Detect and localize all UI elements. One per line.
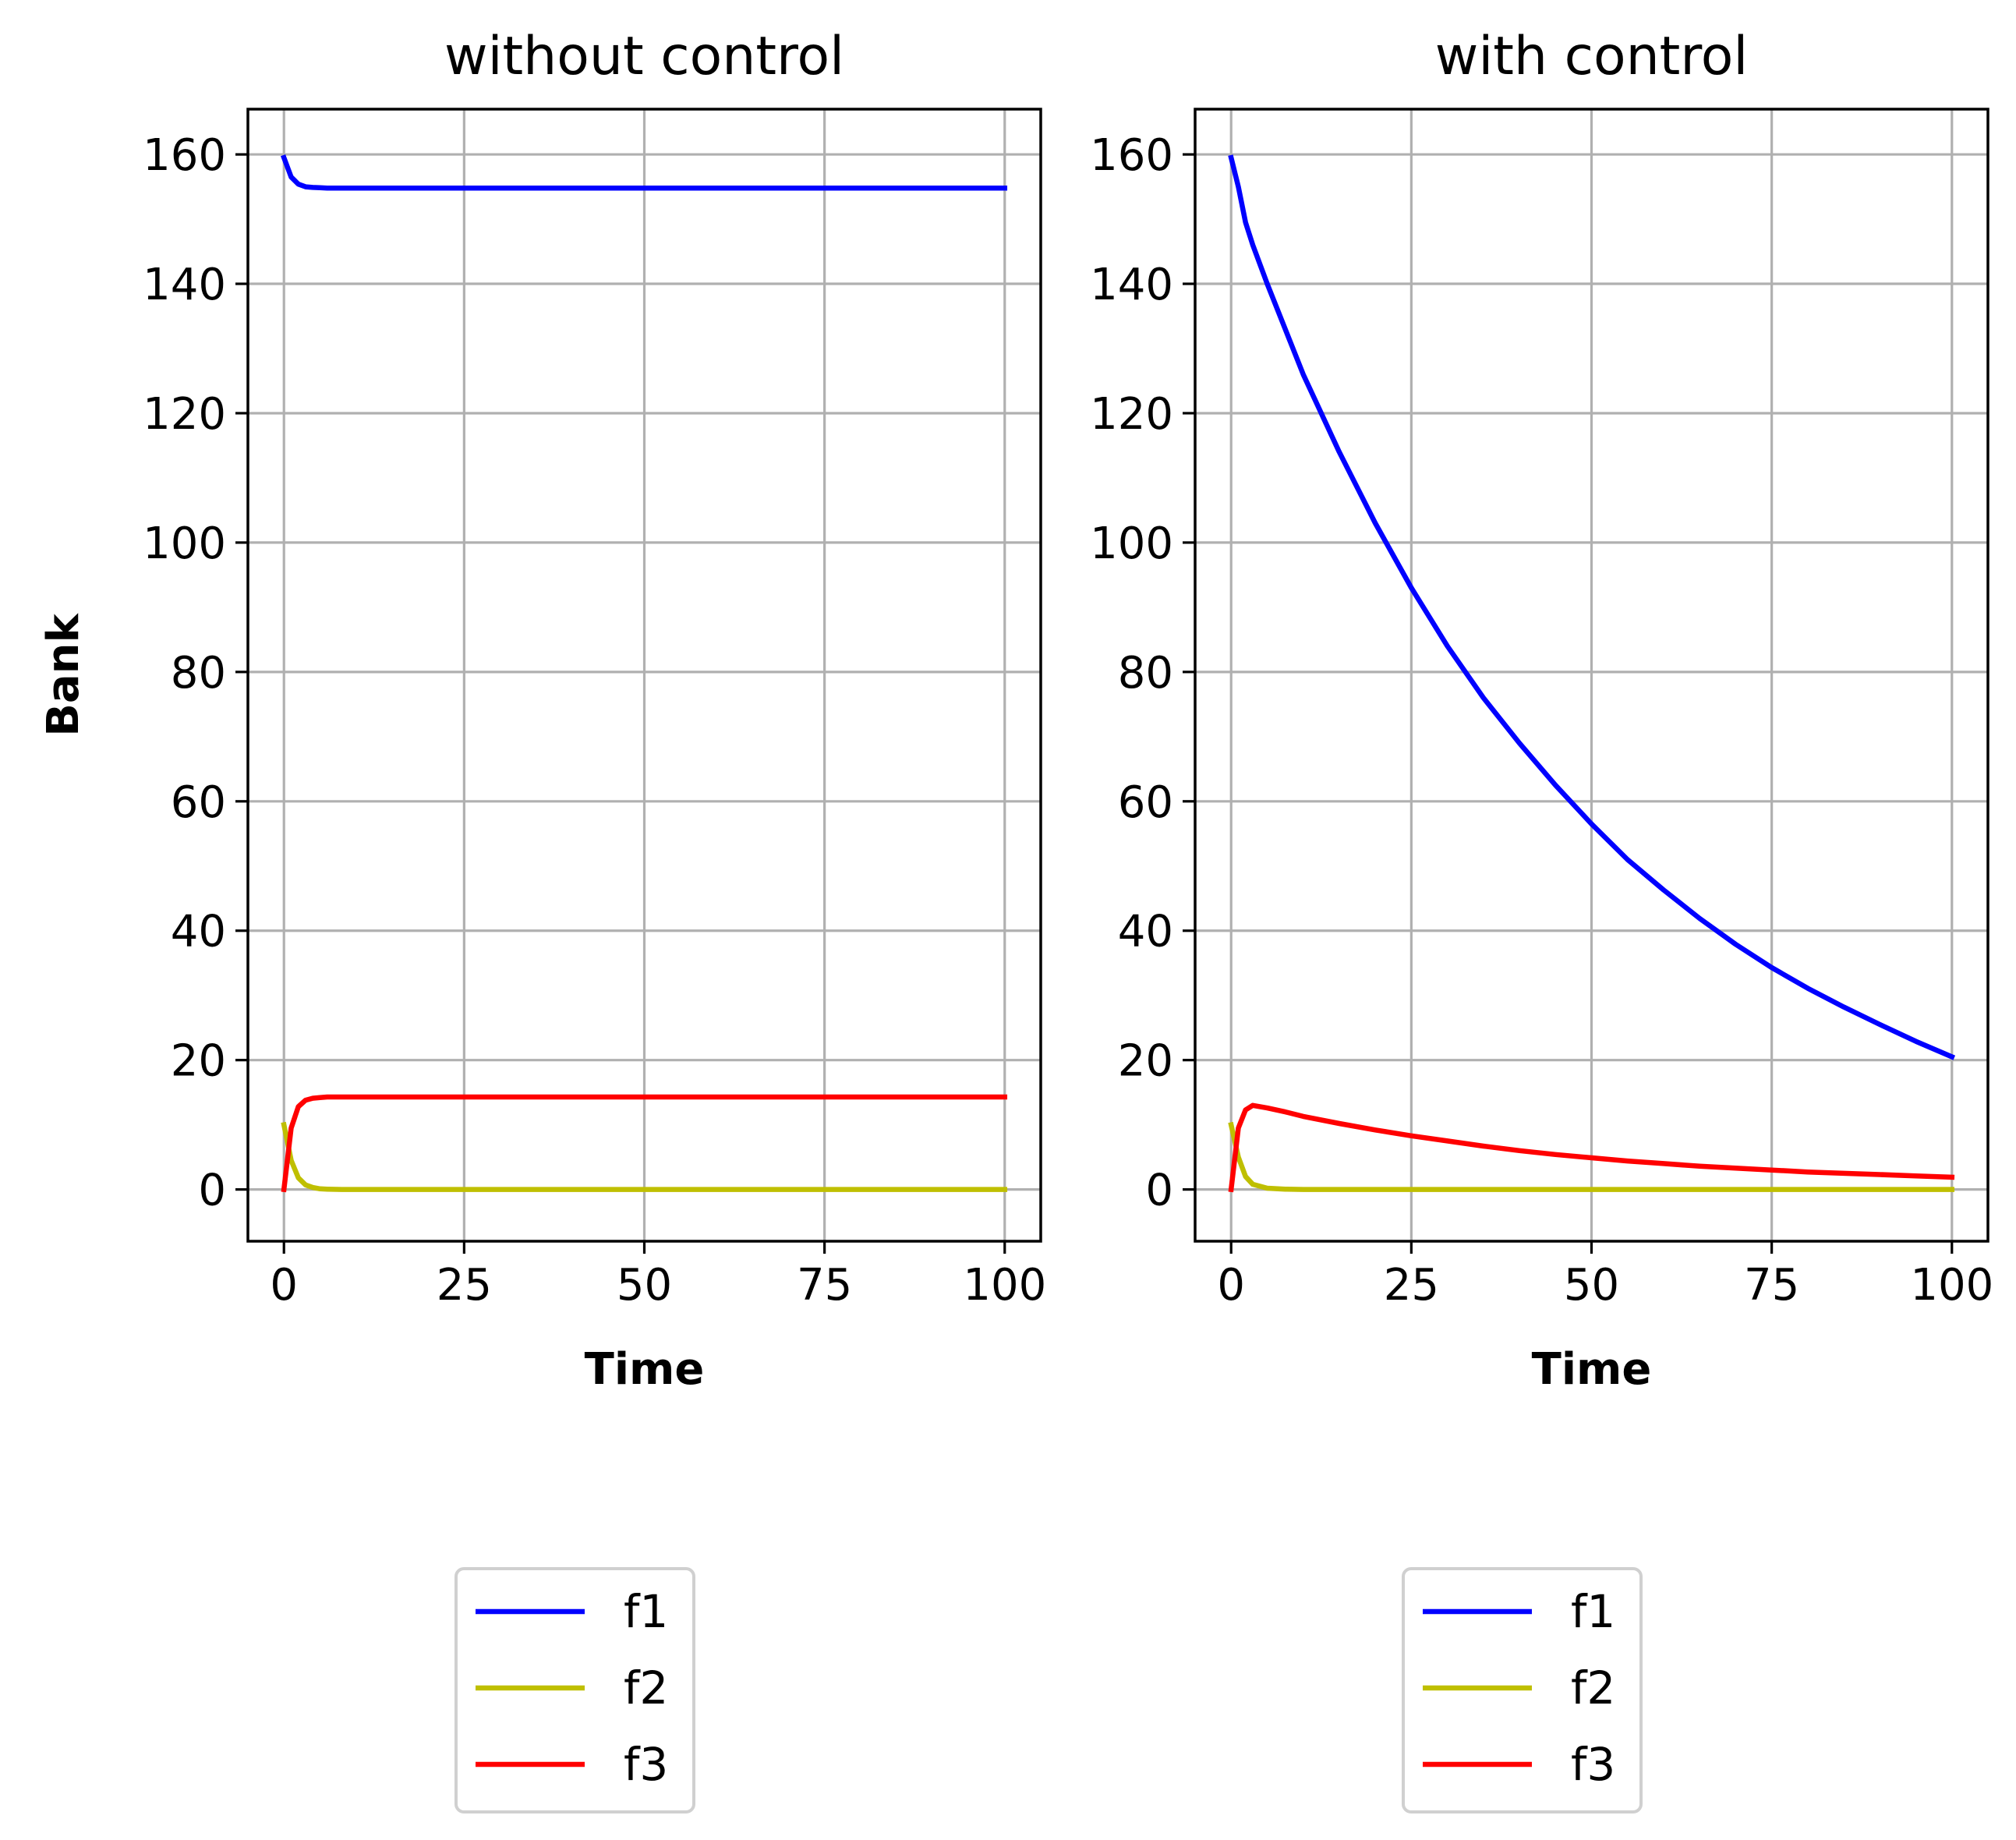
y-tick-label: 100 [1090, 518, 1173, 569]
series-line-f2 [281, 1121, 1008, 1192]
y-tick-label: 80 [171, 648, 226, 699]
chart-panel-1: 0 25 50 75 100 0 20 40 60 80 100 120 140 160 without c… [38, 26, 1046, 1813]
y-tick-label: 60 [1118, 777, 1173, 828]
x-tick-label: 100 [1910, 1260, 1993, 1311]
y-tick-label: 140 [1090, 260, 1173, 310]
y-tick-label: 0 [1145, 1166, 1173, 1216]
x-tick-label: 0 [270, 1260, 298, 1311]
y-tick-label: 160 [143, 130, 226, 181]
y-tick-label: 160 [1090, 130, 1173, 181]
series-line-f3 [281, 1094, 1008, 1193]
legend-label-f3: f3 [624, 1738, 668, 1791]
legend-label-f2: f2 [624, 1661, 668, 1714]
y-tick-label: 120 [1090, 389, 1173, 440]
y-tick-label: 20 [1118, 1036, 1173, 1087]
chart-title: with control [1435, 26, 1749, 87]
y-tick-label: 80 [1118, 648, 1173, 699]
y-tick-label: 40 [171, 907, 226, 957]
legend-label-f3: f3 [1571, 1738, 1615, 1791]
x-tick-label: 75 [797, 1260, 852, 1311]
x-tick-label: 100 [963, 1260, 1046, 1311]
legend-label-f2: f2 [1571, 1661, 1615, 1714]
x-tick-label: 75 [1744, 1260, 1799, 1311]
y-tick-label: 40 [1118, 907, 1173, 957]
legend-label-f1: f1 [624, 1585, 668, 1638]
chart-panel-2: 0 25 50 75 100 0 20 40 60 80 100 120 140 160 with cont… [1090, 26, 1993, 1813]
x-axis-label: Time [1532, 1344, 1652, 1395]
y-tick-label: 60 [171, 777, 226, 828]
x-tick-label: 25 [437, 1260, 492, 1311]
series-line-f2 [1228, 1121, 1955, 1192]
y-tick-label: 20 [171, 1036, 226, 1087]
y-tick-label: 0 [198, 1166, 226, 1216]
y-tick-label: 100 [143, 518, 226, 569]
chart-title: without control [444, 26, 844, 87]
x-axis-label: Time [585, 1344, 705, 1395]
y-axis-label: Bank [38, 612, 89, 736]
series-line-f3 [1228, 1102, 1955, 1193]
x-tick-label: 50 [617, 1260, 672, 1311]
series-line-f1 [281, 154, 1008, 191]
y-tick-label: 120 [143, 389, 226, 440]
x-tick-label: 25 [1384, 1260, 1439, 1311]
series-line-f1 [1228, 154, 1956, 1060]
x-tick-label: 50 [1564, 1260, 1619, 1311]
y-tick-label: 140 [143, 260, 226, 310]
legend-label-f1: f1 [1571, 1585, 1615, 1638]
x-tick-label: 0 [1217, 1260, 1245, 1311]
